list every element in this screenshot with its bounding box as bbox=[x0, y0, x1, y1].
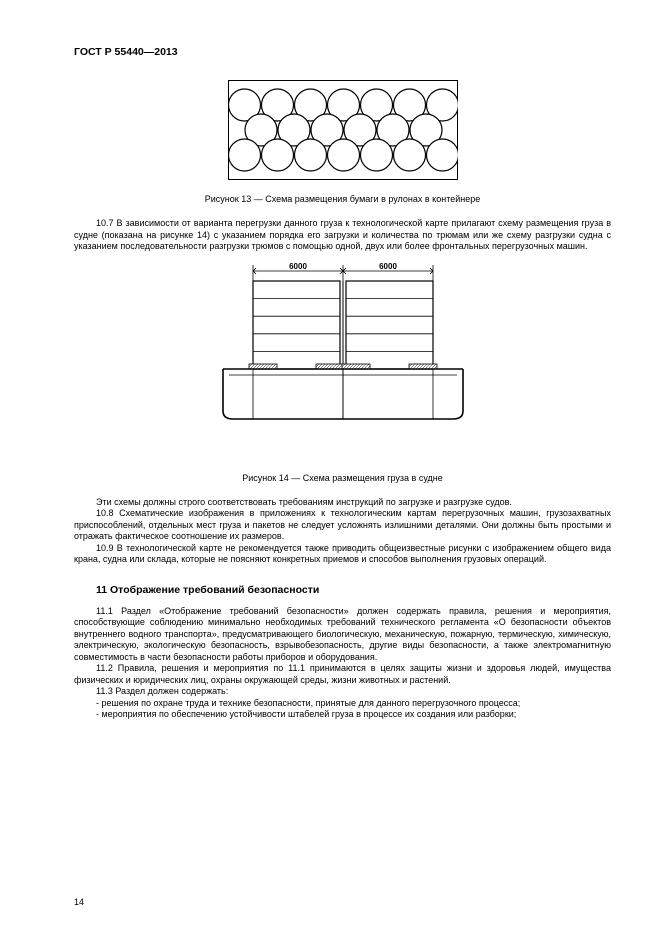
document-code: ГОСТ Р 55440—2013 bbox=[74, 46, 611, 58]
figure-14: 6000 6000 bbox=[74, 259, 611, 459]
figure-13-caption: Рисунок 13 — Схема размещения бумаги в р… bbox=[74, 194, 611, 204]
section-11-title: 11 Отображение требований безопасности bbox=[96, 584, 611, 596]
page-number: 14 bbox=[74, 897, 84, 907]
paragraph-10-7: 10.7 В зависимости от варианта перегрузк… bbox=[74, 218, 611, 253]
paragraph-11-3: 11.3 Раздел должен содержать: bbox=[74, 686, 611, 698]
svg-text:6000: 6000 bbox=[379, 262, 397, 271]
paragraph-11-2: 11.2 Правила, решения и мероприятия по 1… bbox=[74, 663, 611, 686]
paragraph-11-3-bullet1: - решения по охране труда и технике безо… bbox=[74, 698, 611, 710]
paragraph-10-9: 10.9 В технологической карте не рекоменд… bbox=[74, 543, 611, 566]
paragraph-after-fig14: Эти схемы должны строго соответствовать … bbox=[74, 497, 611, 509]
paragraph-10-8: 10.8 Схематические изображения в приложе… bbox=[74, 508, 611, 543]
svg-text:6000: 6000 bbox=[289, 262, 307, 271]
figure-14-caption: Рисунок 14 — Схема размещения груза в су… bbox=[74, 473, 611, 483]
paragraph-11-3-bullet2: - мероприятия по обеспечению устойчивост… bbox=[74, 709, 611, 721]
paragraph-11-1: 11.1 Раздел «Отображение требований безо… bbox=[74, 606, 611, 664]
figure-13 bbox=[74, 80, 611, 180]
